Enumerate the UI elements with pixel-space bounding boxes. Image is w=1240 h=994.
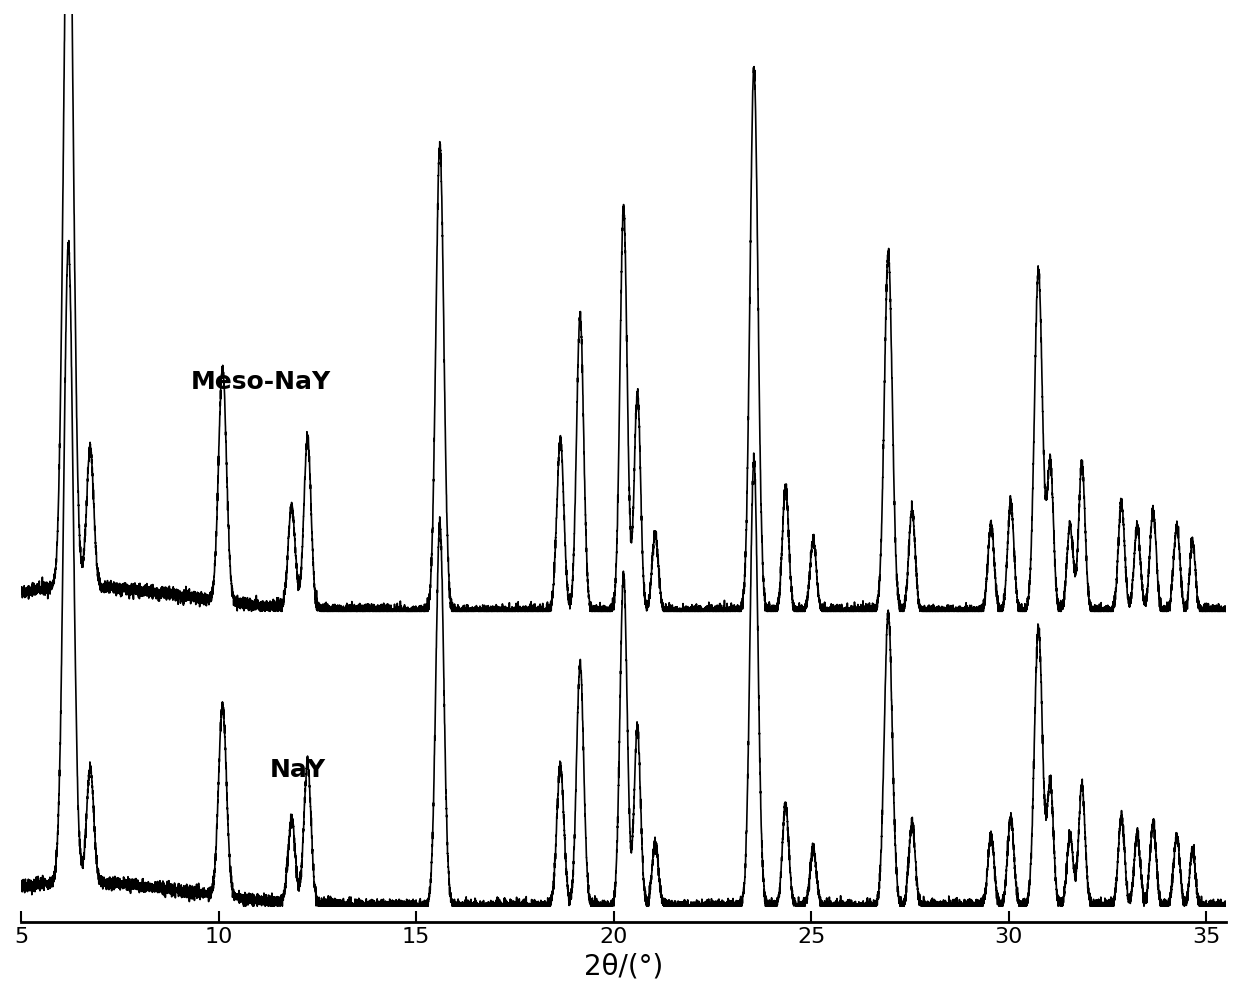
X-axis label: 2θ/(°): 2θ/(°) (584, 952, 663, 980)
Text: NaY: NaY (270, 758, 326, 782)
Text: Meso-NaY: Meso-NaY (191, 370, 331, 394)
